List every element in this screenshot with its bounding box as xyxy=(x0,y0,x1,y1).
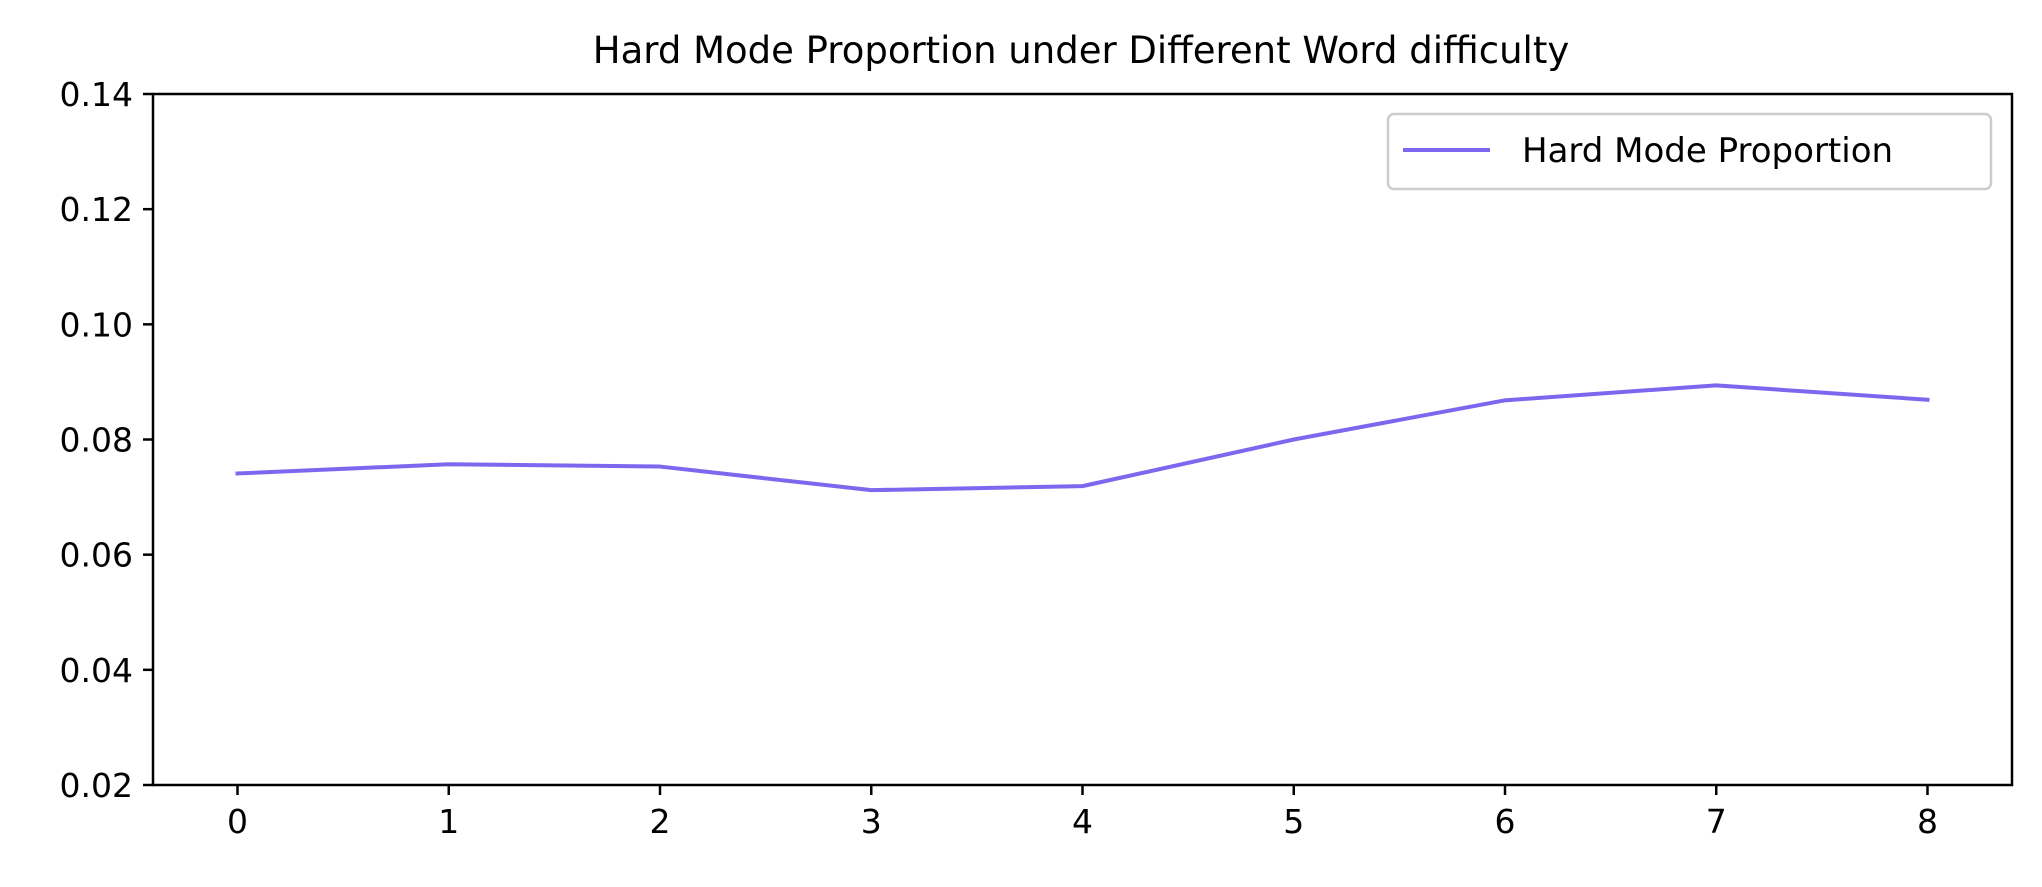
x-axis: 0 1 2 3 4 5 6 7 8 xyxy=(227,785,1938,841)
y-tick-label: 0.04 xyxy=(60,651,133,690)
x-tick-label: 2 xyxy=(650,802,671,841)
y-tick-label: 0.12 xyxy=(60,190,133,229)
chart-title: Hard Mode Proportion under Different Wor… xyxy=(593,29,1569,72)
legend-box xyxy=(1386,112,1993,191)
y-tick-label: 0.08 xyxy=(60,421,133,460)
x-tick-label: 3 xyxy=(861,802,882,841)
y-tick-label: 0.02 xyxy=(60,766,133,805)
x-tick-label: 1 xyxy=(438,802,459,841)
x-tick-label: 0 xyxy=(227,802,248,841)
x-tick-label: 5 xyxy=(1283,802,1304,841)
x-tick-label: 6 xyxy=(1495,802,1516,841)
x-tick-label: 8 xyxy=(1917,802,1938,841)
series-layer xyxy=(235,383,1930,493)
y-tick-label: 0.10 xyxy=(60,305,133,344)
y-axis: 0.02 0.04 0.06 0.08 0.10 0.12 0.14 xyxy=(60,75,153,805)
y-tick-label: 0.06 xyxy=(60,536,133,575)
y-tick-label: 0.14 xyxy=(60,75,133,114)
x-tick-label: 7 xyxy=(1706,802,1727,841)
x-tick-label: 4 xyxy=(1072,802,1093,841)
legend-label: Hard Mode Proportion xyxy=(1522,131,1893,171)
legend: Hard Mode Proportion xyxy=(1386,112,1993,191)
